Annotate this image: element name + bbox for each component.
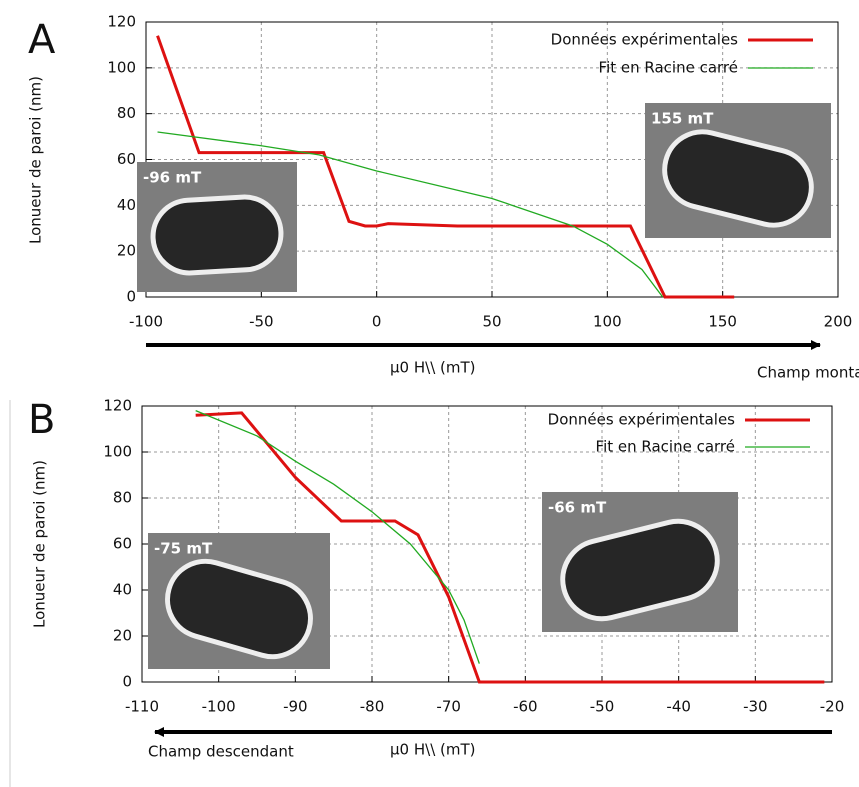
y-tick-label: 100 [103, 443, 132, 461]
inset-label: 155 mT [651, 110, 714, 128]
x-tick-label: 100 [593, 313, 622, 331]
x-tick-label: -30 [743, 698, 768, 716]
legend-label: Fit en Racine carré [599, 59, 738, 77]
panel-label: B [28, 397, 55, 443]
inset-label: -96 mT [143, 169, 202, 187]
x-tick-label: -20 [820, 698, 845, 716]
x-tick-label: -60 [513, 698, 538, 716]
x-tick-label: -90 [283, 698, 308, 716]
x-tick-label: -80 [360, 698, 385, 716]
inset-label: -66 mT [548, 499, 607, 517]
y-tick-label: 20 [113, 627, 132, 645]
x-tick-label: 150 [708, 313, 737, 331]
x-tick-label: -50 [249, 313, 274, 331]
x-axis-label: μ0 H\\ (mT) [390, 741, 476, 759]
panel-label: A [28, 17, 56, 63]
legend-label: Données expérimentales [548, 411, 736, 429]
inset-image: 155 mT [645, 103, 831, 238]
x-axis-label: μ0 H\\ (mT) [390, 359, 476, 377]
y-tick-label: 0 [122, 673, 132, 691]
y-tick-label: 80 [117, 104, 136, 122]
y-axis-label: Lonueur de paroi (nm) [31, 460, 49, 628]
x-tick-label: 200 [824, 313, 853, 331]
data-line [195, 411, 825, 684]
x-tick-label: -100 [202, 698, 236, 716]
y-tick-label: 100 [107, 58, 136, 76]
y-tick-label: 0 [126, 288, 136, 306]
legend-label: Données expérimentales [551, 31, 739, 49]
arrow-label: Champ montant [757, 364, 859, 382]
x-tick-label: -110 [125, 698, 159, 716]
y-tick-label: 20 [117, 242, 136, 260]
legend-label: Fit en Racine carré [596, 438, 735, 456]
y-tick-label: 40 [117, 196, 136, 214]
y-tick-label: 120 [103, 397, 132, 415]
inset-cell [165, 558, 313, 660]
arrow-label: Champ descendant [148, 743, 294, 761]
inset-image: -75 mT [148, 533, 330, 669]
plot-frame [145, 21, 839, 298]
x-tick-label: -100 [129, 313, 163, 331]
inset-image: -66 mT [542, 492, 738, 632]
inset-label: -75 mT [154, 540, 213, 558]
data-line [157, 131, 664, 298]
x-tick-label: 0 [372, 313, 382, 331]
x-tick-label: -40 [666, 698, 691, 716]
x-tick-label: -50 [590, 698, 615, 716]
inset-cell [662, 129, 814, 228]
x-tick-label: 50 [482, 313, 501, 331]
inset-cell [560, 518, 720, 622]
x-tick-label: -70 [436, 698, 461, 716]
y-axis-label: Lonueur de paroi (nm) [27, 76, 45, 244]
y-tick-label: 80 [113, 489, 132, 507]
y-tick-label: 60 [113, 535, 132, 553]
y-tick-label: 120 [107, 13, 136, 31]
y-tick-label: 40 [113, 581, 132, 599]
data-line [156, 35, 735, 299]
inset-cell [150, 194, 284, 276]
data-line [195, 409, 480, 664]
y-tick-label: 60 [117, 150, 136, 168]
inset-image: -96 mT [137, 162, 297, 292]
